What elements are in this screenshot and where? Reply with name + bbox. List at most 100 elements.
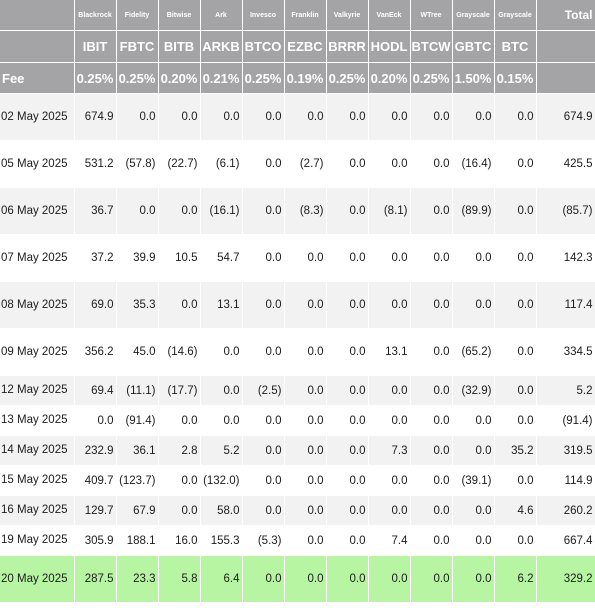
flow-cell: 7.4	[368, 525, 411, 556]
flow-cell: 0.0	[326, 375, 369, 406]
flow-cell: 23.3	[116, 555, 159, 603]
flow-cell: 0.0	[410, 525, 453, 556]
flow-cell: 0.0	[368, 375, 411, 406]
flow-cell: 0.0	[494, 140, 537, 188]
flow-cell: 155.3	[200, 525, 243, 556]
issuer-header: WTree	[410, 0, 453, 31]
ticker-header: FBTC	[116, 30, 159, 63]
issuer-header: Fidelity	[116, 0, 159, 31]
date-cell: 08 May 2025	[0, 281, 75, 329]
flow-cell: 0.0	[494, 525, 537, 556]
flow-cell: 0.0	[74, 405, 117, 436]
issuer-header: Grayscale	[452, 0, 495, 31]
flow-cell: 287.5	[74, 555, 117, 603]
ticker-header: ARKB	[200, 30, 243, 63]
flow-cell: 0.0	[452, 93, 495, 141]
table-row: 02 May 2025 674.9 0.0 0.0 0.0 0.0 0.0 0.0 0.0 0.0…	[0, 93, 595, 141]
flow-cell: 0.0	[410, 405, 453, 436]
flow-cell: 0.0	[452, 525, 495, 556]
flow-cell: 36.7	[74, 187, 117, 235]
table-row: 08 May 2025 69.0 35.3 0.0 13.1 0.0 0.0 0.0 0.0 0.…	[0, 281, 595, 329]
table-row: 20 May 2025 287.5 23.3 5.8 6.4 0.0 0.0 0.0 0.0 0.…	[0, 555, 595, 603]
total-cell: 117.4	[536, 281, 595, 329]
flow-cell: 0.0	[326, 328, 369, 376]
total-cell: 667.4	[536, 525, 595, 556]
flow-cell: 0.0	[494, 405, 537, 436]
total-cell: 260.2	[536, 495, 595, 526]
flow-cell: 0.0	[410, 281, 453, 329]
flow-cell: (57.8)	[116, 140, 159, 188]
issuer-header: Franklin	[284, 0, 327, 31]
flow-cell: 13.1	[200, 281, 243, 329]
flow-cell: (5.3)	[242, 525, 285, 556]
flow-cell: 0.0	[326, 281, 369, 329]
flow-cell: 0.0	[410, 375, 453, 406]
fee-cell: 0.19%	[284, 62, 327, 94]
flow-cell: 16.0	[158, 525, 201, 556]
date-cell: 15 May 2025	[0, 465, 75, 496]
flow-cell: 0.0	[494, 234, 537, 282]
fee-label: Fee	[0, 62, 75, 94]
flow-cell: 305.9	[74, 525, 117, 556]
ticker-header: EZBC	[284, 30, 327, 63]
flow-cell: 0.0	[242, 187, 285, 235]
flow-cell: 0.0	[200, 93, 243, 141]
table-body: 02 May 2025 674.9 0.0 0.0 0.0 0.0 0.0 0.0 0.0 0.0…	[0, 93, 595, 603]
flow-cell: 0.0	[410, 465, 453, 496]
flow-cell: 0.0	[368, 234, 411, 282]
date-cell: 20 May 2025	[0, 555, 75, 603]
flow-cell: 0.0	[326, 93, 369, 141]
date-cell: 16 May 2025	[0, 495, 75, 526]
flow-cell: 0.0	[326, 555, 369, 603]
flow-cell: 0.0	[410, 495, 453, 526]
flow-cell: 0.0	[284, 328, 327, 376]
flow-cell: 0.0	[158, 405, 201, 436]
ticker-header-row: IBIT FBTC BITB ARKB BTCO EZBC BRRR HODL …	[0, 30, 595, 63]
flow-cell: 6.2	[494, 555, 537, 603]
fee-cell: 0.25%	[326, 62, 369, 94]
flow-cell: (89.9)	[452, 187, 495, 235]
flow-cell: 35.2	[494, 435, 537, 466]
flow-cell: (8.1)	[368, 187, 411, 235]
flow-cell: 7.3	[368, 435, 411, 466]
total-cell: 5.2	[536, 375, 595, 406]
flow-cell: 0.0	[158, 465, 201, 496]
flow-cell: 0.0	[494, 281, 537, 329]
flow-cell: 356.2	[74, 328, 117, 376]
flow-cell: 0.0	[494, 93, 537, 141]
corner-cell	[0, 0, 75, 31]
total-cell: (91.4)	[536, 405, 595, 436]
flow-cell: 0.0	[284, 375, 327, 406]
flow-cell: (22.7)	[158, 140, 201, 188]
date-cell: 12 May 2025	[0, 375, 75, 406]
fee-cell: 0.21%	[200, 62, 243, 94]
total-cell: 674.9	[536, 93, 595, 141]
flow-cell: 129.7	[74, 495, 117, 526]
flow-cell: 0.0	[410, 140, 453, 188]
table-row: 14 May 2025 232.9 36.1 2.8 5.2 0.0 0.0 0.0 7.3 0.…	[0, 435, 595, 466]
flow-cell: 409.7	[74, 465, 117, 496]
flow-cell: (2.7)	[284, 140, 327, 188]
flow-cell: 0.0	[158, 281, 201, 329]
total-cell: 114.9	[536, 465, 595, 496]
flow-cell: 0.0	[242, 435, 285, 466]
flow-cell: 0.0	[284, 281, 327, 329]
flow-cell: 0.0	[410, 187, 453, 235]
issuer-header: Valkyrie	[326, 0, 369, 31]
flow-cell: (32.9)	[452, 375, 495, 406]
flow-cell: 0.0	[452, 495, 495, 526]
ticker-header: IBIT	[74, 30, 117, 63]
issuer-header: Ark	[200, 0, 243, 31]
flow-cell: (14.6)	[158, 328, 201, 376]
flow-cell: 531.2	[74, 140, 117, 188]
flow-cell: 0.0	[284, 93, 327, 141]
flow-cell: 0.0	[200, 375, 243, 406]
flow-cell: 0.0	[410, 93, 453, 141]
flow-cell: (132.0)	[200, 465, 243, 496]
fee-header-empty	[536, 62, 595, 94]
flow-cell: 0.0	[242, 140, 285, 188]
flow-cell: 0.0	[368, 465, 411, 496]
flow-cell: 0.0	[326, 435, 369, 466]
flow-cell: 35.3	[116, 281, 159, 329]
flow-cell: 0.0	[410, 555, 453, 603]
